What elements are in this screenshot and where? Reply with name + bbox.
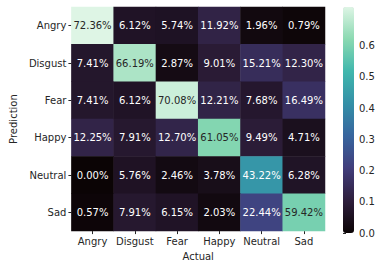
svg-text:Sad: Sad <box>294 236 313 247</box>
svg-text:43.22%: 43.22% <box>243 170 281 181</box>
svg-text:7.41%: 7.41% <box>77 95 109 106</box>
svg-text:Sad: Sad <box>48 207 67 218</box>
svg-text:0.1: 0.1 <box>359 196 375 207</box>
svg-text:5.74%: 5.74% <box>161 20 193 31</box>
svg-text:7.91%: 7.91% <box>119 207 151 218</box>
svg-text:3.78%: 3.78% <box>203 170 235 181</box>
svg-text:9.49%: 9.49% <box>246 132 278 143</box>
svg-text:16.49%: 16.49% <box>285 95 323 106</box>
svg-text:Disgust: Disgust <box>116 236 154 247</box>
svg-text:12.70%: 12.70% <box>158 132 196 143</box>
svg-text:61.05%: 61.05% <box>200 132 238 143</box>
svg-text:6.12%: 6.12% <box>119 20 151 31</box>
svg-text:12.21%: 12.21% <box>200 95 238 106</box>
svg-text:0.57%: 0.57% <box>77 207 109 218</box>
svg-text:Happy: Happy <box>203 236 235 247</box>
svg-text:72.36%: 72.36% <box>73 20 111 31</box>
svg-text:7.68%: 7.68% <box>246 95 278 106</box>
svg-text:Prediction: Prediction <box>8 94 19 144</box>
svg-text:22.44%: 22.44% <box>243 207 281 218</box>
svg-text:7.41%: 7.41% <box>77 58 109 69</box>
svg-text:66.19%: 66.19% <box>116 58 154 69</box>
svg-text:0.2: 0.2 <box>359 165 375 176</box>
svg-text:1.96%: 1.96% <box>246 20 278 31</box>
svg-text:6.15%: 6.15% <box>161 207 193 218</box>
svg-text:12.30%: 12.30% <box>285 58 323 69</box>
svg-text:Fear: Fear <box>166 236 188 247</box>
svg-text:0.00%: 0.00% <box>77 170 109 181</box>
svg-text:5.76%: 5.76% <box>119 170 151 181</box>
svg-text:Angry: Angry <box>78 236 108 247</box>
svg-text:Neutral: Neutral <box>243 236 280 247</box>
svg-text:0.0: 0.0 <box>359 228 375 239</box>
svg-text:0.4: 0.4 <box>359 103 375 114</box>
svg-text:6.12%: 6.12% <box>119 95 151 106</box>
svg-text:4.71%: 4.71% <box>288 132 320 143</box>
svg-text:11.92%: 11.92% <box>200 20 238 31</box>
svg-text:Disgust: Disgust <box>29 58 67 69</box>
svg-text:Angry: Angry <box>37 20 67 31</box>
svg-text:Fear: Fear <box>45 95 67 106</box>
svg-text:0.79%: 0.79% <box>288 20 320 31</box>
svg-text:0.3: 0.3 <box>359 134 375 145</box>
svg-text:59.42%: 59.42% <box>285 207 323 218</box>
svg-text:0.5: 0.5 <box>359 71 375 82</box>
svg-text:Neutral: Neutral <box>29 170 66 181</box>
svg-text:9.01%: 9.01% <box>203 58 235 69</box>
svg-text:2.87%: 2.87% <box>161 58 193 69</box>
svg-text:7.91%: 7.91% <box>119 132 151 143</box>
svg-text:0.6: 0.6 <box>359 40 375 51</box>
svg-text:Happy: Happy <box>34 132 66 143</box>
svg-text:70.08%: 70.08% <box>158 95 196 106</box>
svg-text:Actual: Actual <box>183 251 214 262</box>
svg-text:2.46%: 2.46% <box>161 170 193 181</box>
svg-text:6.28%: 6.28% <box>288 170 320 181</box>
svg-text:2.03%: 2.03% <box>203 207 235 218</box>
svg-text:12.25%: 12.25% <box>73 132 111 143</box>
svg-text:15.21%: 15.21% <box>243 58 281 69</box>
